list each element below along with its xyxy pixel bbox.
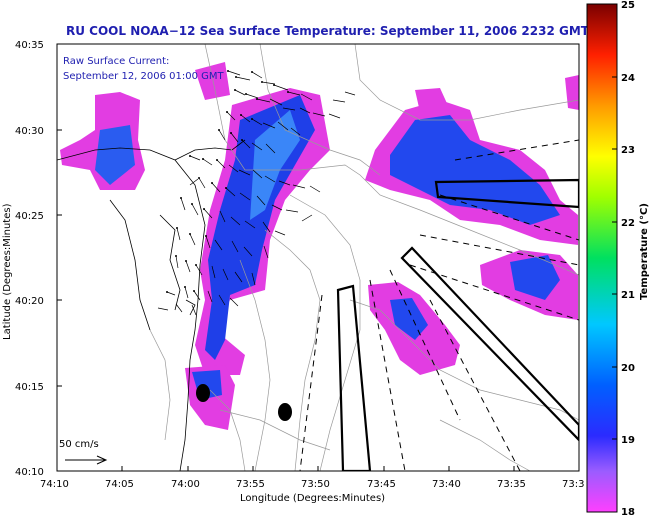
scale-label: 50 cm/s bbox=[59, 439, 99, 450]
y-tick-labels: 40:35 40:30 40:25 40:20 40:15 40:10 bbox=[15, 40, 44, 478]
colorbar-tick-label: 22 bbox=[621, 218, 635, 229]
legend-line2: September 12, 2006 01:00 GMT bbox=[63, 71, 225, 82]
sst-patch-east-north bbox=[415, 88, 450, 112]
legend-line1: Raw Surface Current: bbox=[63, 56, 169, 67]
y-tick-label: 40:30 bbox=[15, 126, 44, 137]
sst-patch-central-warm bbox=[250, 110, 300, 220]
x-axis-label: Longitude (Degrees:Minutes) bbox=[240, 493, 385, 504]
y-tick-label: 40:35 bbox=[15, 40, 44, 51]
y-tick-label: 40:15 bbox=[15, 382, 44, 393]
x-tick-label: 74:00 bbox=[171, 479, 200, 490]
colorbar-title: Temperature (°C) bbox=[639, 203, 650, 300]
coverage-dashed-lines bbox=[299, 139, 579, 471]
map-title: RU COOL NOAA−12 Sea Surface Temperature:… bbox=[66, 24, 590, 38]
bathymetry-contours bbox=[149, 44, 579, 471]
colorbar: 25 24 23 22 21 20 19 18 Temperature (°C) bbox=[586, 0, 650, 518]
y-tick-label: 40:10 bbox=[15, 467, 44, 478]
sst-patches bbox=[60, 62, 579, 430]
x-tick-label: 73:35 bbox=[497, 479, 526, 490]
tick-marks bbox=[56, 43, 515, 472]
current-vectors bbox=[157, 70, 356, 316]
station-marker-east bbox=[278, 403, 292, 421]
sst-patch-east-edge bbox=[565, 75, 579, 110]
colorbar-tick-label: 24 bbox=[621, 73, 635, 84]
x-tick-label: 74:05 bbox=[105, 479, 134, 490]
sst-patch-east-core bbox=[390, 115, 560, 225]
x-tick-label: 74:10 bbox=[40, 479, 69, 490]
plot-area: 50 cm/s Raw Surface Current: September 1… bbox=[57, 44, 579, 471]
coastline bbox=[57, 139, 246, 471]
swath-box-north bbox=[434, 178, 579, 209]
colorbar-gradient bbox=[586, 3, 618, 513]
sst-patch-west-core bbox=[95, 125, 135, 185]
x-tick-label: 73:45 bbox=[367, 479, 396, 490]
colorbar-tick-label: 18 bbox=[621, 507, 635, 518]
y-tick-label: 40:20 bbox=[15, 296, 44, 307]
swath-box-east bbox=[400, 246, 579, 442]
colorbar-tick-label: 25 bbox=[621, 0, 635, 11]
x-tick-label: 73:55 bbox=[236, 479, 265, 490]
x-tick-label: 73:40 bbox=[432, 479, 461, 490]
colorbar-tick-label: 19 bbox=[621, 435, 635, 446]
current-vector-heads bbox=[166, 70, 289, 293]
x-tick-labels: 74:10 74:05 74:00 73:55 73:50 73:45 73:4… bbox=[40, 479, 584, 490]
colorbar-tick-label: 23 bbox=[621, 145, 635, 156]
colorbar-tick-label: 20 bbox=[621, 363, 635, 374]
colorbar-ticks bbox=[612, 76, 617, 440]
scale-arrow bbox=[65, 455, 108, 465]
swath-boxes bbox=[336, 178, 579, 471]
station-marker-west bbox=[196, 384, 210, 402]
y-tick-label: 40:25 bbox=[15, 211, 44, 222]
colorbar-tick-label: 21 bbox=[621, 290, 635, 301]
sst-patch-central-core bbox=[205, 95, 315, 360]
x-tick-label: 73:3 bbox=[562, 479, 584, 490]
sst-patch-north bbox=[195, 62, 230, 100]
sst-patch-southeast-core bbox=[510, 255, 560, 300]
swath-box-south bbox=[336, 284, 372, 471]
y-axis-label: Latitude (Degrees:Minutes) bbox=[2, 203, 13, 340]
sst-patch-south-core bbox=[390, 298, 428, 340]
x-tick-label: 73:50 bbox=[301, 479, 330, 490]
